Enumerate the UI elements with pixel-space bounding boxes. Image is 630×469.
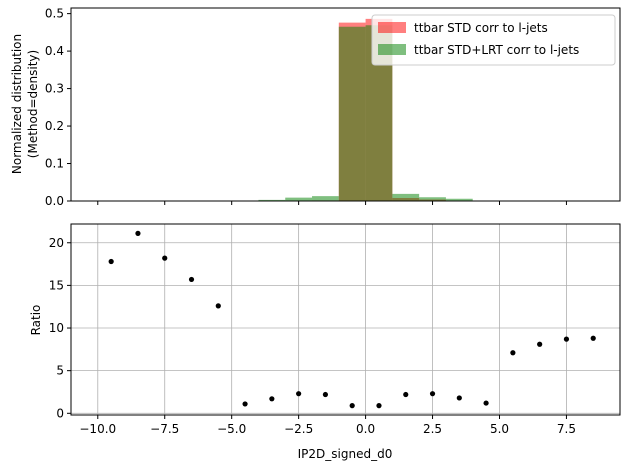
top-y-ticks: 0.0 0.1 0.2 0.3 0.4 0.5 bbox=[45, 7, 71, 208]
y-tick-label: 10 bbox=[49, 321, 64, 335]
legend-label-std-lrt: ttbar STD+LRT corr to l-jets bbox=[414, 43, 579, 57]
ratio-point bbox=[269, 396, 275, 402]
top-x-ticks bbox=[97, 201, 567, 205]
x-axis-label: IP2D_signed_d0 bbox=[298, 447, 393, 461]
x-tick-label: −7.5 bbox=[150, 422, 179, 436]
ratio-point bbox=[403, 391, 409, 398]
ratio-point bbox=[135, 230, 141, 236]
ratio-point bbox=[537, 341, 543, 347]
y-tick-label: 0.3 bbox=[45, 82, 64, 96]
ratio-point bbox=[456, 395, 462, 401]
ratio-point bbox=[162, 255, 168, 261]
ratio-point bbox=[242, 401, 248, 407]
x-tick-label: 0.0 bbox=[356, 422, 375, 436]
ratio-point bbox=[563, 336, 570, 342]
x-tick-label: 2.5 bbox=[423, 422, 442, 436]
y-tick-label: 0.0 bbox=[45, 194, 64, 208]
top-panel: 0.0 0.1 0.2 0.3 0.4 0.5 Normalized distributi… bbox=[10, 7, 621, 208]
legend-box bbox=[371, 14, 616, 66]
histogram-bar bbox=[419, 197, 446, 201]
histogram-bar bbox=[392, 193, 420, 201]
legend-label-std: ttbar STD corr to l-jets bbox=[414, 21, 548, 35]
y-tick-label: 20 bbox=[49, 236, 64, 250]
x-tick-label: 7.5 bbox=[557, 422, 576, 436]
bottom-y-axis-label: Ratio bbox=[29, 305, 43, 336]
y-tick-label: 0.1 bbox=[45, 157, 64, 171]
top-y-axis-label-line-2: (Method=density) bbox=[26, 50, 40, 158]
x-tick-label: 5.0 bbox=[490, 422, 509, 436]
histogram-bar bbox=[312, 196, 339, 201]
ratio-point bbox=[188, 276, 195, 283]
top-y-axis-label-line-1: Normalized distribution bbox=[10, 34, 24, 174]
legend-swatch-std bbox=[378, 22, 406, 33]
ratio-point bbox=[322, 391, 329, 398]
bottom-axes-frame bbox=[70, 223, 621, 416]
ratio-point bbox=[215, 303, 221, 309]
bottom-y-ticks: 0 5 10 15 20 bbox=[49, 236, 71, 420]
y-tick-label: 0.2 bbox=[45, 119, 64, 133]
histogram-bar bbox=[445, 198, 473, 201]
x-tick-label: −10.0 bbox=[79, 422, 116, 436]
bottom-panel: 0 5 10 15 20 −10.0 −7.5 −5.0 −2.5 0.0 2.5 5.0 7.5 R… bbox=[29, 223, 621, 461]
ratio-point bbox=[349, 403, 355, 409]
y-tick-label: 0.5 bbox=[45, 7, 64, 21]
ratio-point bbox=[376, 403, 382, 409]
x-tick-label: −2.5 bbox=[284, 422, 313, 436]
ratio-point bbox=[510, 350, 516, 356]
histogram-bar bbox=[258, 199, 286, 201]
x-tick-label: −5.0 bbox=[217, 422, 246, 436]
ratio-point bbox=[429, 391, 436, 397]
ratio-point bbox=[483, 400, 489, 406]
y-tick-label: 0.4 bbox=[45, 44, 64, 58]
bottom-x-ticks: −10.0 −7.5 −5.0 −2.5 0.0 2.5 5.0 7.5 bbox=[79, 415, 576, 436]
ratio-point bbox=[590, 335, 596, 341]
histogram-bar bbox=[285, 197, 313, 201]
y-tick-label: 15 bbox=[49, 278, 64, 292]
y-tick-label: 5 bbox=[56, 364, 64, 378]
ratio-points bbox=[108, 230, 596, 409]
top-axes-frame bbox=[70, 7, 621, 202]
y-tick-label: 0 bbox=[56, 406, 64, 420]
legend: ttbar STD corr to l-jets ttbar STD+LRT c… bbox=[371, 14, 616, 66]
ratio-point bbox=[108, 258, 114, 265]
histogram-bar bbox=[338, 26, 366, 201]
ratio-point bbox=[296, 391, 302, 397]
grid-lines bbox=[71, 224, 620, 415]
legend-swatch-std-lrt bbox=[378, 44, 406, 55]
